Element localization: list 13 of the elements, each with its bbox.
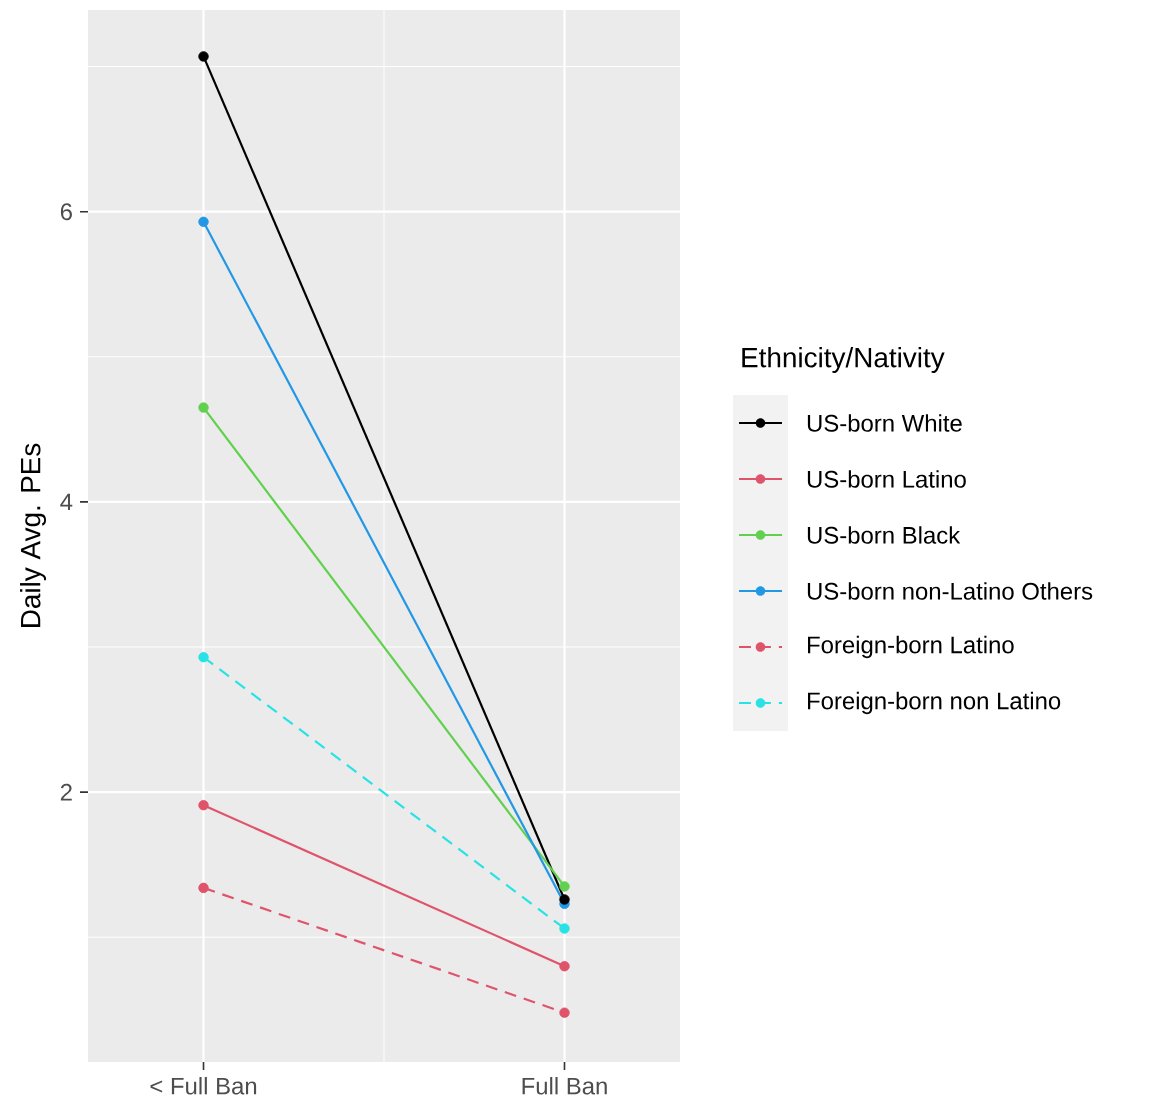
legend-label: US-born Latino [807, 470, 966, 488]
legend-title: Ethnicity/Nativity [742, 346, 945, 373]
legend-label: US-born White [807, 414, 962, 432]
x-tick-label: Full Ban [522, 1077, 607, 1095]
legend-label: Foreign-born non Latino [808, 691, 1061, 715]
x-tick-label: < Full Ban [150, 1077, 257, 1095]
y-tick-label: 4 [60, 493, 73, 511]
y-tick-label: 2 [60, 783, 72, 801]
y-axis-title: Daily Avg. PEs [20, 443, 46, 627]
legend-label: Foreign-born Latino [808, 635, 1014, 659]
legend-label: US-born non-Latino Others [807, 582, 1093, 600]
legend-label: US-born Black [807, 526, 961, 544]
y-tick-label: 6 [60, 203, 72, 221]
